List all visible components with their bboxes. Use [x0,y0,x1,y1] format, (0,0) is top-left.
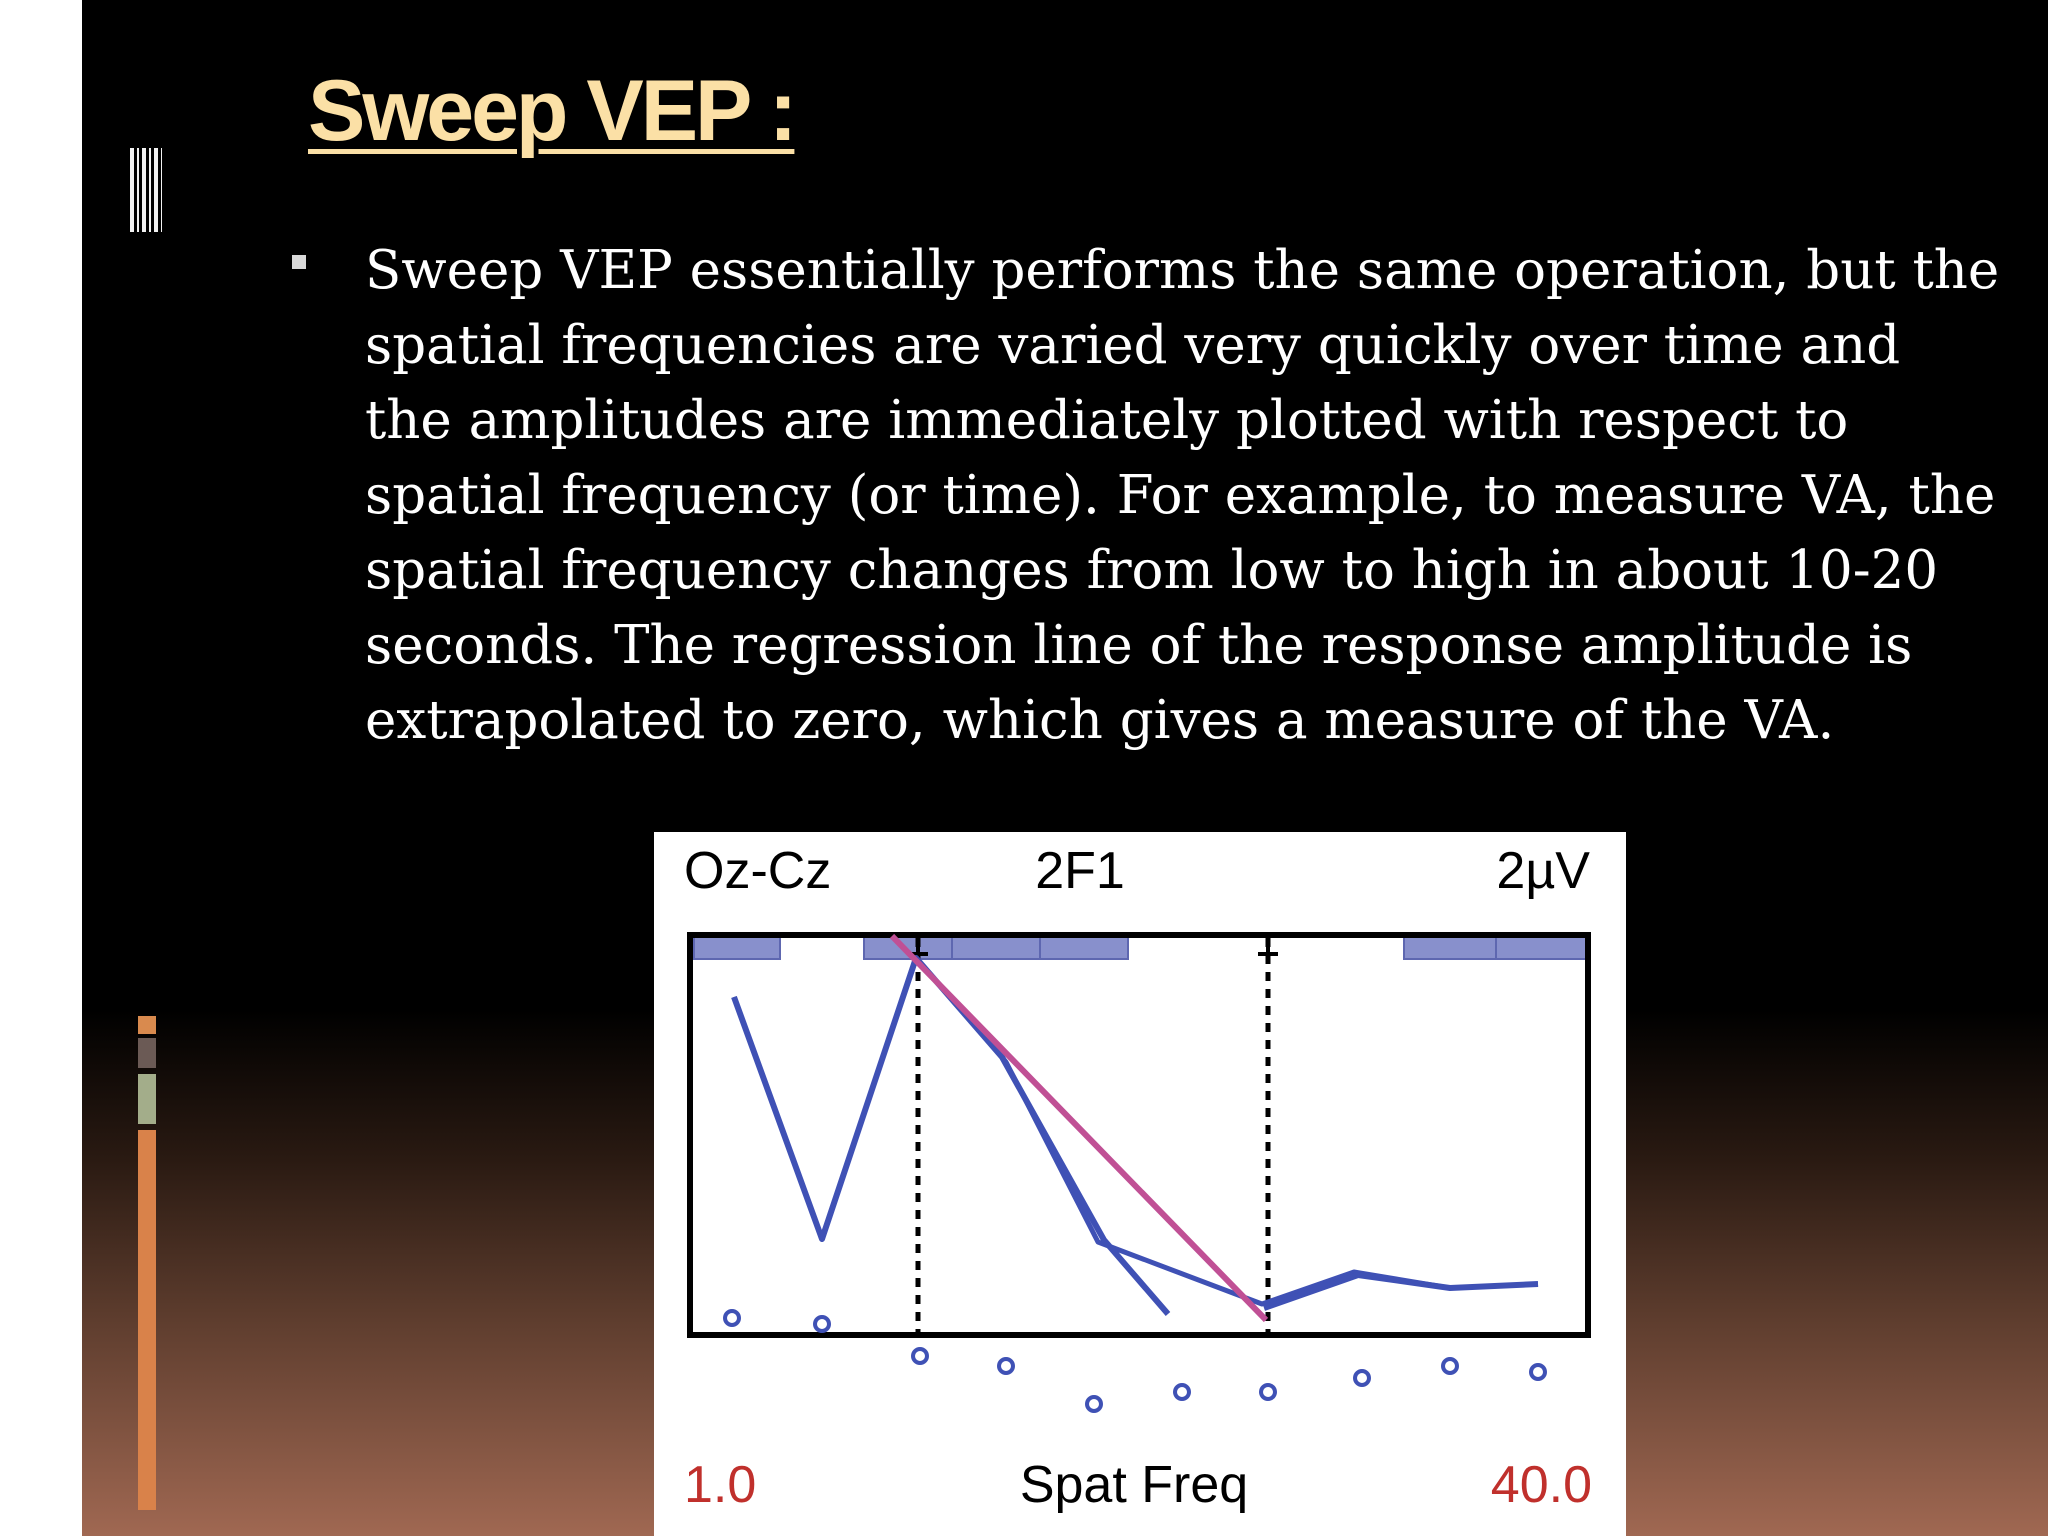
noise-point [911,1347,929,1365]
significance-bin [1495,936,1587,960]
x-axis-min-label: 1.0 [684,1456,756,1514]
x-axis-max-label: 40.0 [1491,1456,1592,1514]
decorative-accent-bar [138,1038,156,1068]
significance-bin [693,936,781,960]
significance-bin [1403,936,1497,960]
noise-point [813,1315,831,1333]
noise-point [1173,1383,1191,1401]
significance-bin [1039,936,1129,960]
noise-point [997,1357,1015,1375]
amplitude-scale-label: 2µV [1496,842,1590,900]
noise-points [723,1309,1547,1413]
sweep-vep-figure: Oz-Cz 2F1 2µV [654,832,1626,1536]
decorative-accent-bar [138,1074,156,1124]
noise-point [1353,1369,1371,1387]
noise-point [1441,1357,1459,1375]
noise-point [723,1309,741,1327]
decorative-stripes [130,148,162,232]
slide: Sweep VEP : Sweep VEP essentially perfor… [82,0,2048,1536]
slide-title: Sweep VEP : [308,63,797,159]
noise-point [1085,1395,1103,1413]
harmonic-label: 2F1 [1035,842,1125,900]
channel-label: Oz-Cz [684,842,831,900]
response-amplitude-trace [1263,1272,1539,1311]
regression-line [889,933,1269,1323]
noise-point [1529,1363,1547,1381]
bullet-marker [292,255,306,269]
bullet-text: Sweep VEP essentially performs the same … [365,240,2000,751]
plot-frame [687,932,1591,1338]
decorative-accent-bar [138,1130,156,1510]
noise-trace [731,955,1539,1307]
response-amplitude-trace [731,955,1171,1316]
left-white-strip [0,0,82,1536]
decorative-accent-bar [138,1016,156,1034]
sweep-vep-plot: Oz-Cz 2F1 2µV [684,842,1592,1514]
significance-bin [951,936,1041,960]
x-axis-title: Spat Freq [1020,1456,1248,1514]
plus-icon [1258,944,1278,964]
significance-bins [693,936,1587,960]
noise-point [1259,1383,1277,1401]
